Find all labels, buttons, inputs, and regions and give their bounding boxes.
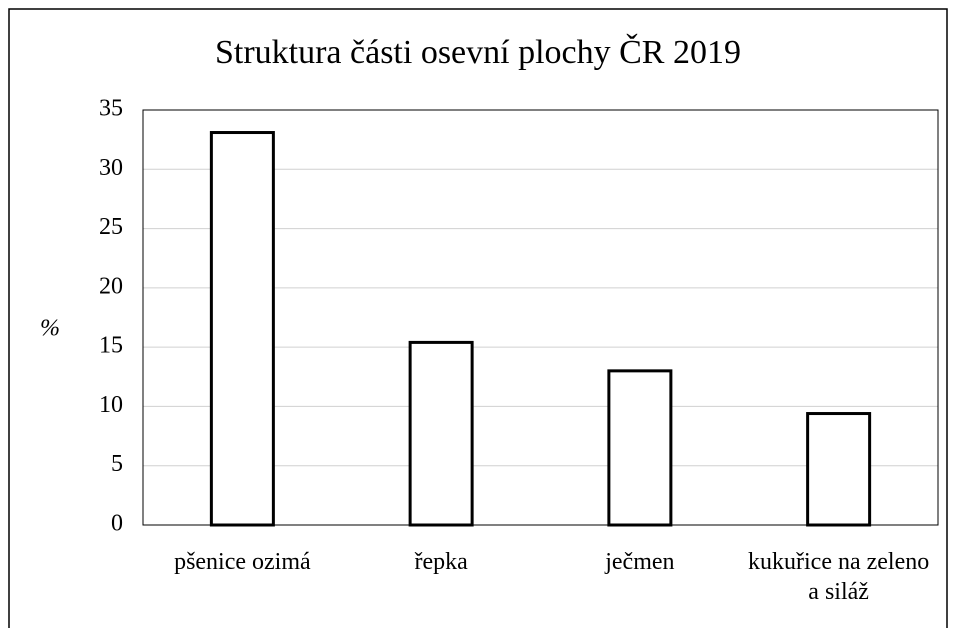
x-tick-label: kukuřice na zeleno a siláž — [748, 549, 930, 605]
bar — [209, 131, 275, 527]
bar — [806, 412, 872, 527]
x-tick-label: ječmen — [605, 549, 675, 575]
bar — [607, 369, 673, 527]
x-tick-label: řepka — [414, 549, 468, 575]
y-tick-label: 5 — [111, 451, 123, 477]
chart-title: Struktura části osevní plochy ČR 2019 — [215, 33, 741, 71]
bar — [408, 340, 474, 527]
y-tick-label: 35 — [99, 96, 123, 122]
y-axis-label: % — [40, 316, 60, 342]
y-tick-label: 15 — [99, 333, 123, 359]
y-tick-label: 20 — [99, 273, 123, 299]
y-tick-label: 25 — [99, 214, 123, 240]
chart-frame — [8, 8, 948, 628]
y-tick-label: 0 — [111, 511, 123, 537]
plot-area — [142, 109, 939, 526]
x-tick-label: pšenice ozimá — [174, 549, 311, 575]
y-tick-label: 30 — [99, 155, 123, 181]
y-tick-label: 10 — [99, 392, 123, 418]
